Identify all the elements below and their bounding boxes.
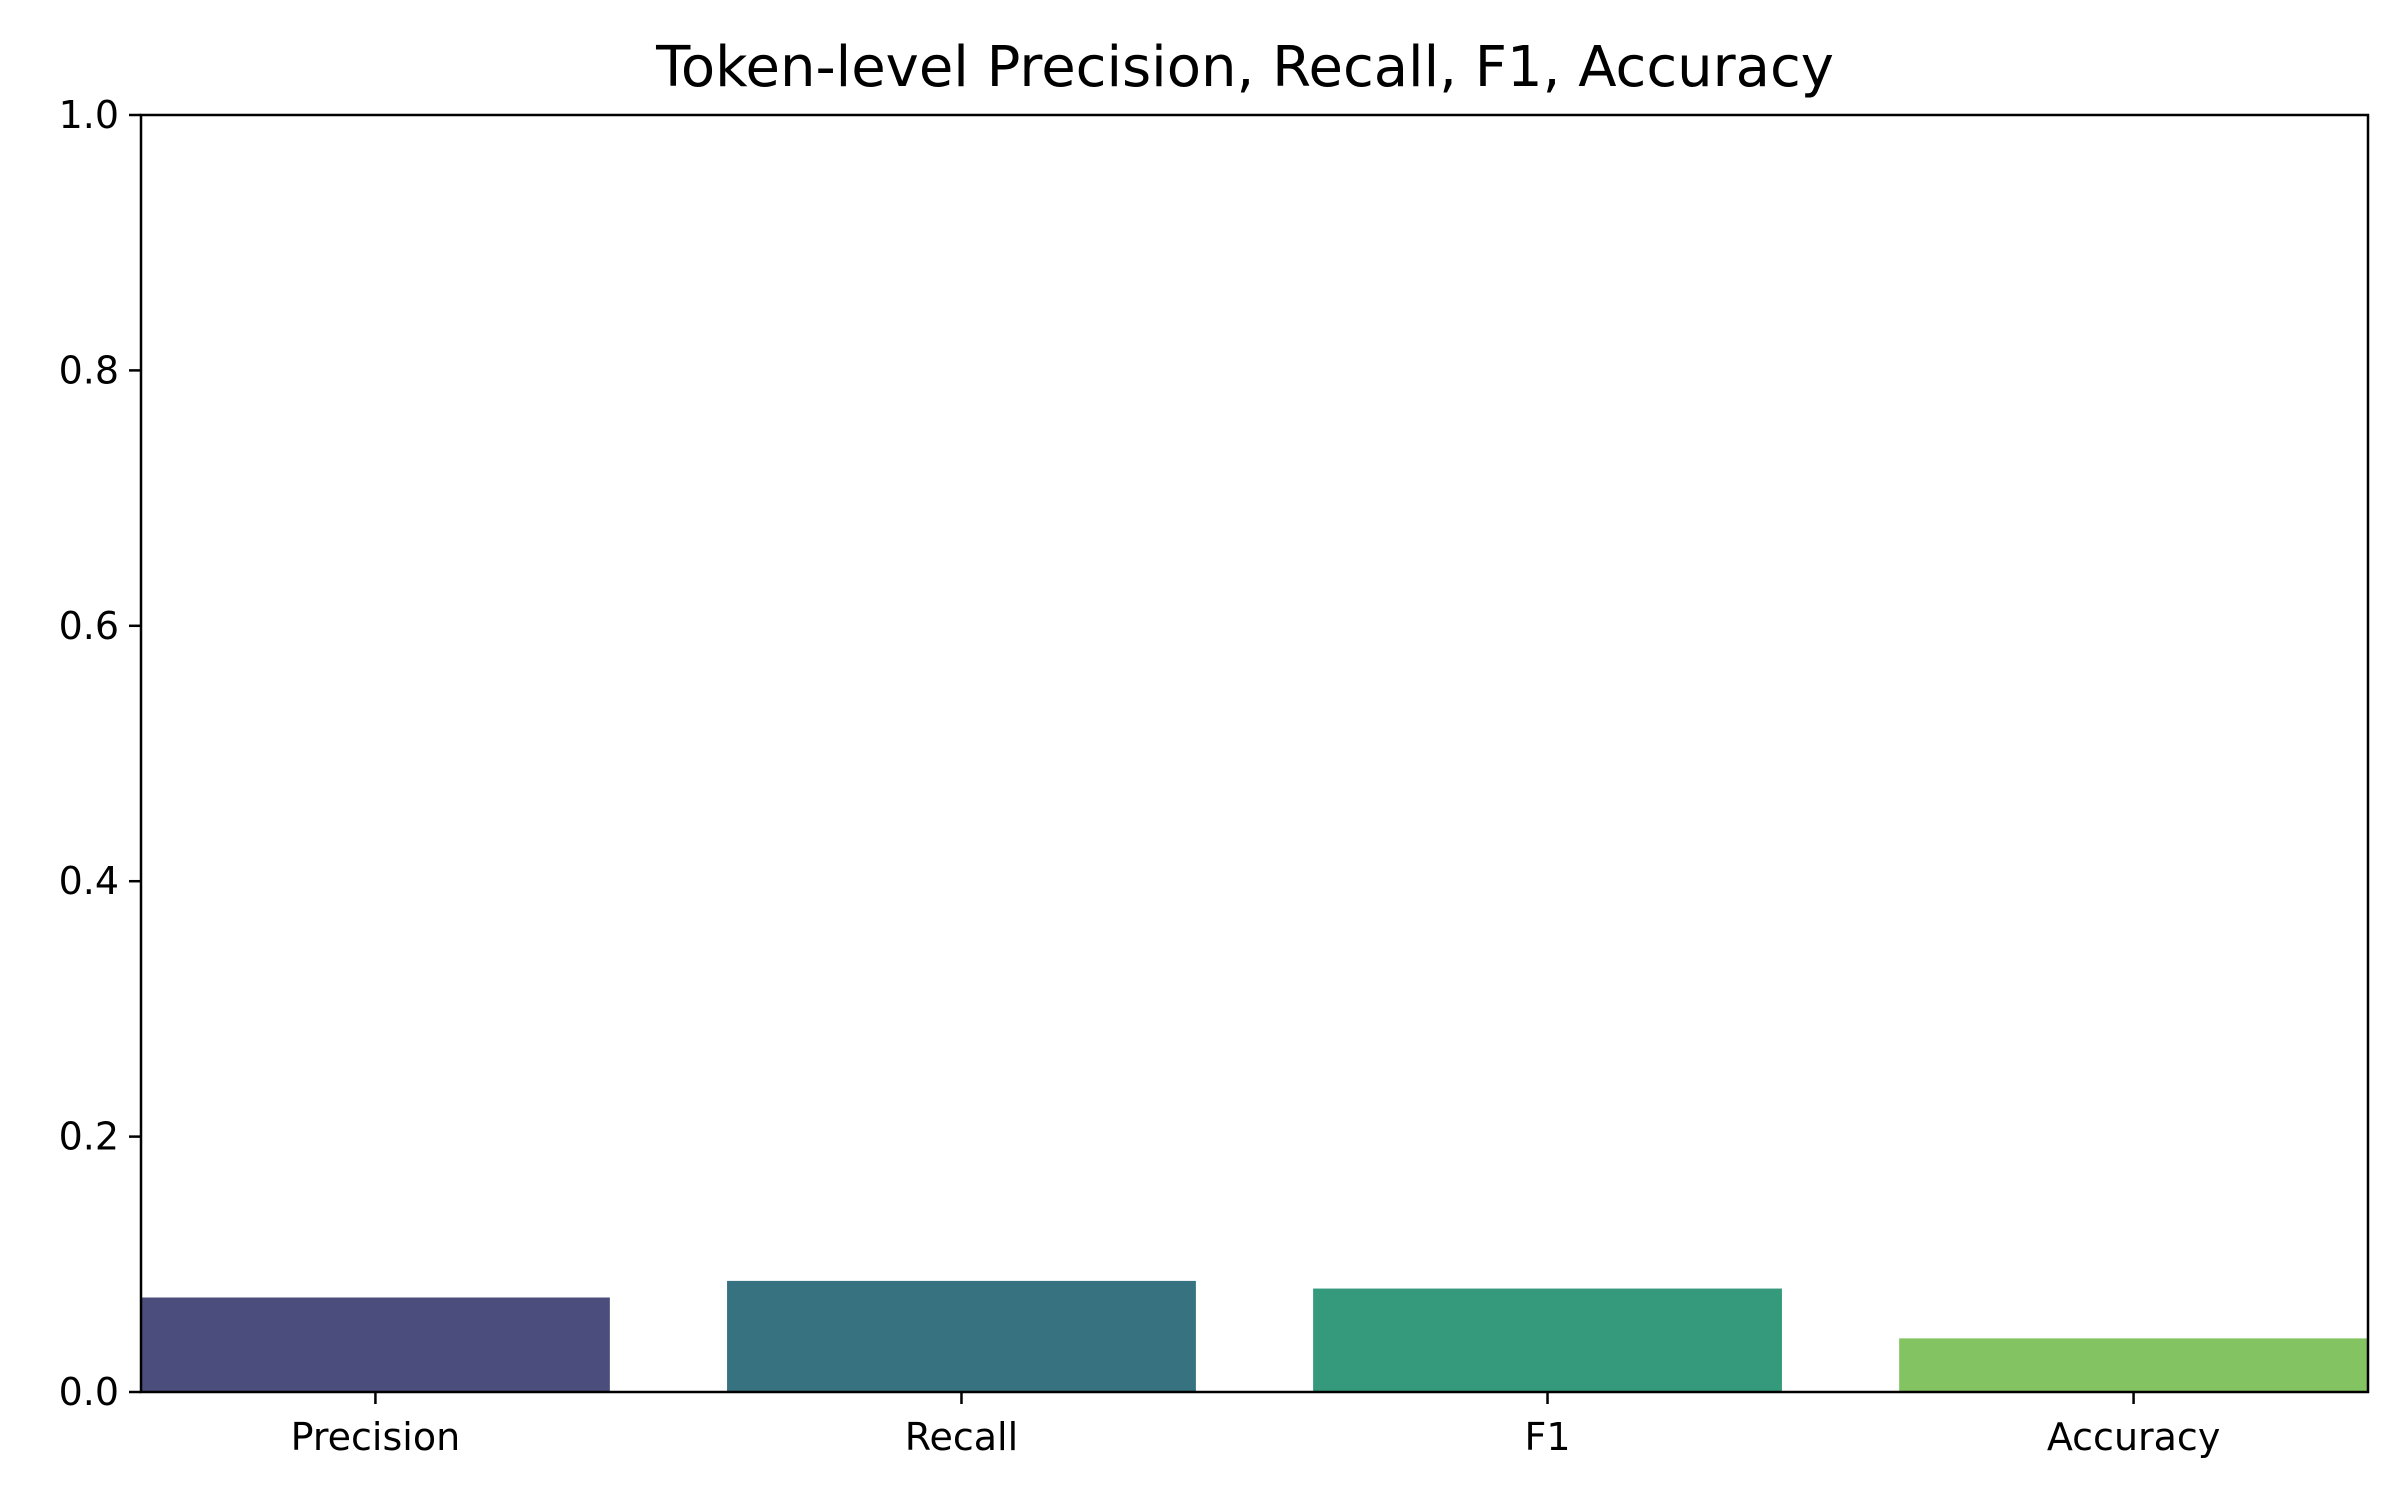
y-axis: 0.0 0.2 0.4 0.6 0.8 1.0 [59,93,141,1414]
bar-precision [141,1297,610,1392]
y-tick-label: 0.8 [59,348,119,392]
plot-frame [139,113,2370,1394]
y-tick-label: 0.4 [59,859,119,903]
x-tick-label: Precision [291,1415,461,1459]
bar-accuracy [1899,1338,2368,1392]
x-axis: Precision Recall F1 Accuracy [291,1392,2221,1459]
y-tick-label: 0.2 [59,1115,119,1159]
bar-recall [727,1280,1196,1392]
bars-layer [141,1280,2368,1392]
x-tick-label: Accuracy [2047,1415,2221,1459]
x-tick-label: F1 [1525,1415,1571,1459]
y-tick-label: 1.0 [59,93,119,137]
y-tick-label: 0.0 [59,1370,119,1414]
chart-title: Token-level Precision, Recall, F1, Accur… [655,35,1834,100]
x-tick-label: Recall [905,1415,1018,1459]
bar-f1 [1313,1288,1782,1392]
y-tick-label: 0.6 [59,604,119,648]
